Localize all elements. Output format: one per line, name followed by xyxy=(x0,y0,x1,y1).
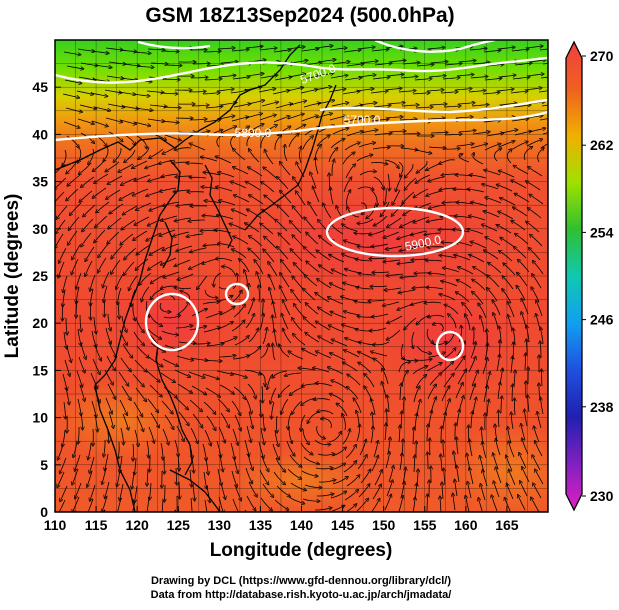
credit-dcl: Drawing by DCL (https://www.gfd-dennou.o… xyxy=(151,575,451,587)
wind-streamline xyxy=(415,273,431,274)
contour-label: 5700.0 xyxy=(344,113,381,127)
warm-region xyxy=(230,180,530,300)
wind-streamline xyxy=(91,303,92,319)
x-tick-label: 165 xyxy=(495,517,519,533)
wind-streamline xyxy=(159,513,161,529)
y-tick-label: 40 xyxy=(32,126,48,142)
wind-streamline xyxy=(469,426,470,442)
colorbar-tick-label: 270 xyxy=(590,48,614,64)
wind-streamline xyxy=(193,64,209,65)
x-tick-label: 150 xyxy=(372,517,396,533)
map-title: GSM 18Z13Sep2024 (500.0hPa) xyxy=(145,4,454,27)
colorbar-tick-label: 262 xyxy=(590,137,614,153)
x-tick-label: 160 xyxy=(454,517,478,533)
colorbar-tick-label: 230 xyxy=(590,488,614,504)
y-tick-label: 45 xyxy=(32,79,48,95)
credit-data-source: Data from http://database.rish.kyoto-u.a… xyxy=(151,589,452,601)
wind-streamline xyxy=(203,514,205,530)
y-tick-label: 35 xyxy=(32,174,48,190)
wind-streamline xyxy=(231,513,237,528)
wind-streamline xyxy=(431,133,447,134)
wind-streamline xyxy=(162,51,178,52)
y-tick-label: 10 xyxy=(32,410,48,426)
y-tick-label: 30 xyxy=(32,221,48,237)
y-tick-label: 15 xyxy=(32,362,48,378)
x-tick-label: 145 xyxy=(331,517,355,533)
x-tick-label: 135 xyxy=(249,517,273,533)
colorbar-tick-label: 246 xyxy=(590,312,614,328)
colorbar-body xyxy=(566,42,582,510)
y-axis-label: Latitude (degrees) xyxy=(2,194,23,359)
plot-area: 5700.0 5700.0 5800.0 5900.0 xyxy=(50,40,570,530)
x-tick-label: 120 xyxy=(125,517,149,533)
wind-streamline xyxy=(165,65,181,66)
y-tick-label: 0 xyxy=(40,504,48,520)
wind-streamline xyxy=(301,513,317,515)
y-tick-label: 5 xyxy=(40,457,48,473)
colorbar-tick-label: 254 xyxy=(590,224,614,240)
wind-streamline xyxy=(165,485,166,501)
warm-region xyxy=(110,270,230,370)
contour-label: 5800.0 xyxy=(235,126,272,140)
colorbar: 270 262 254 246 238 230 xyxy=(566,42,614,510)
colorbar-ticks: 270 262 254 246 238 230 xyxy=(582,48,614,504)
x-axis-label: Longitude (degrees) xyxy=(210,540,393,561)
wind-streamline xyxy=(273,514,286,523)
y-tick-label: 25 xyxy=(32,268,48,284)
x-tick-label: 130 xyxy=(208,517,232,533)
colorbar-tick-label: 238 xyxy=(590,399,614,415)
wind-streamline xyxy=(70,511,77,526)
x-tick-label: 125 xyxy=(167,517,191,533)
x-tick-label: 140 xyxy=(290,517,314,533)
x-tick-label: 155 xyxy=(413,517,437,533)
x-tick-label: 115 xyxy=(85,517,108,533)
y-tick-label: 20 xyxy=(32,315,48,331)
warm-region xyxy=(380,280,520,400)
wind-streamline xyxy=(114,512,119,527)
